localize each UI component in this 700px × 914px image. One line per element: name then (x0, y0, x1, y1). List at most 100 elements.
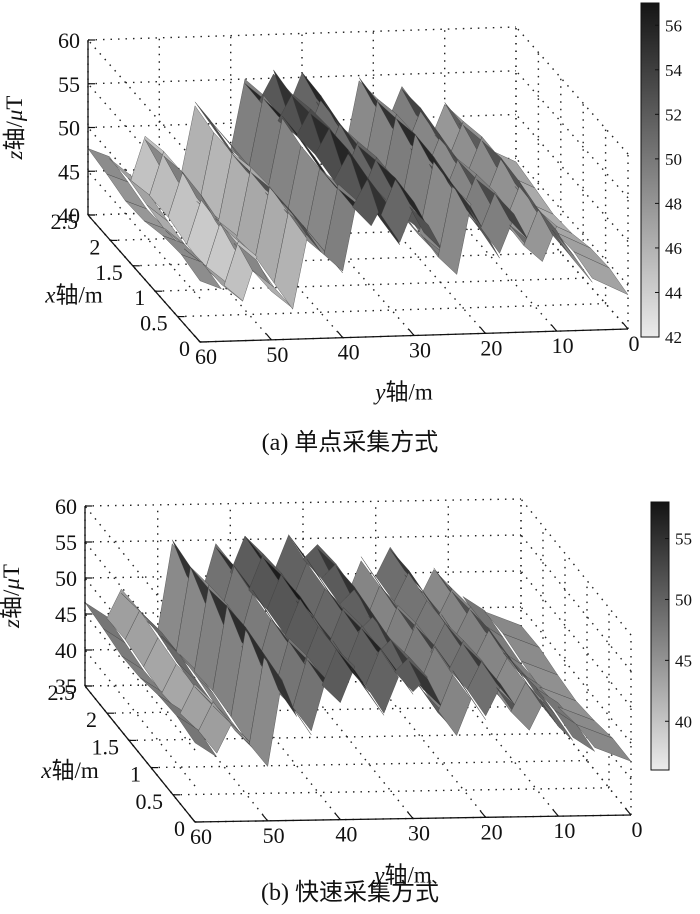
surface-patch (409, 206, 443, 251)
z-axis-unit: T (0, 564, 24, 578)
y-tick-label: 50 (266, 342, 288, 367)
surface-patch (176, 715, 218, 758)
y-tick-label: 30 (409, 338, 431, 363)
grid-line (87, 26, 517, 41)
surface-patch (575, 723, 632, 762)
colorbar: 42 44 46 48 50 52 54 56 (640, 2, 683, 347)
axes: 60 50 40 30 20 10 000.511.522.54045505560x轴/my… (2, 28, 640, 405)
y-tick-mark (407, 812, 414, 819)
surface (87, 69, 629, 310)
z-axis-unit: T (2, 96, 27, 110)
y-axis-unit: 轴/m (385, 380, 432, 405)
y-axis-label: y轴/m (373, 380, 433, 405)
x-tick-label: 0.5 (140, 311, 168, 336)
z-axis-greek: μ (0, 578, 24, 591)
y-tick-mark (622, 322, 629, 330)
grid-line (128, 732, 566, 742)
x-tick-label: 2 (86, 707, 97, 732)
surface-patch (198, 701, 232, 754)
panel-caption: (a) 单点采集方式 (262, 429, 439, 456)
panel-caption: (b) 快速采集方式 (261, 879, 439, 906)
y-tick-label: 40 (335, 822, 357, 847)
y-tick-mark (194, 335, 201, 343)
colorbar-tick-label: 56 (665, 16, 682, 35)
z-tick-label: 40 (55, 638, 77, 663)
z-tick-label: 40 (58, 203, 80, 228)
surface-patch (452, 670, 486, 720)
x-axis-line (87, 214, 201, 343)
y-tick-mark (551, 324, 558, 332)
y-tick-mark (334, 813, 341, 821)
y-tick-mark (262, 814, 269, 822)
z-axis-mid: 轴/ (2, 121, 27, 151)
colorbar-tick-label: 42 (665, 328, 682, 347)
colorbar-tick-label: 46 (665, 239, 682, 258)
x-axis-var: x (40, 758, 52, 783)
z-axis-mid: 轴/ (0, 589, 24, 619)
colorbar-tick-label: 55 (675, 530, 692, 549)
colorbar-tick-label: 44 (665, 283, 683, 302)
y-axis-label: y轴/m (372, 863, 432, 888)
surface-patch (323, 183, 358, 272)
colorbar-bar (640, 2, 660, 338)
y-tick-label: 60 (195, 344, 217, 369)
z-axis-var: z (0, 619, 24, 629)
x-tick-label: 1 (130, 762, 141, 787)
y-tick-mark (625, 808, 632, 816)
surface-patch (238, 244, 272, 287)
surface-patch (572, 250, 629, 296)
x-tick-label: 2.5 (51, 209, 79, 234)
grid-line (520, 498, 632, 636)
x-axis-unit: 轴/m (51, 758, 98, 783)
y-tick-mark (480, 810, 487, 818)
x-tick-label: 2.5 (48, 680, 76, 705)
surface-patch (466, 204, 500, 259)
grid-line (84, 498, 522, 507)
y-axis-var: y (373, 380, 386, 405)
colorbar-bar (650, 501, 670, 771)
z-tick-label: 35 (55, 674, 77, 699)
colorbar-tick-label: 40 (675, 712, 692, 731)
x-tick-label: 0 (179, 336, 190, 361)
colorbar-tick-label: 52 (665, 105, 682, 124)
z-axis-label: z轴/μT (2, 96, 27, 161)
z-tick-label: 55 (55, 530, 77, 555)
x-tick-label: 1 (134, 285, 145, 310)
y-tick-label: 20 (480, 335, 502, 360)
y-tick-label: 0 (632, 817, 643, 842)
surface-patch (539, 699, 574, 741)
x-tick-label: 1.5 (95, 260, 123, 285)
y-tick-mark (265, 333, 272, 341)
surface-patch (365, 648, 399, 714)
grid-line (150, 759, 588, 769)
y-tick-mark (408, 329, 415, 336)
surface-patch (350, 667, 385, 716)
y-tick-label: 60 (190, 824, 212, 849)
colorbar-tick-label: 45 (675, 651, 692, 670)
x-axis-label: x轴/m (40, 758, 99, 783)
y-axis-var: y (372, 863, 385, 888)
x-tick-label: 0.5 (136, 789, 164, 814)
surface-patch (273, 211, 308, 310)
surface-patch (438, 674, 472, 737)
surface-patch (554, 709, 595, 752)
surface-patch (481, 661, 515, 706)
surface-patch (180, 253, 223, 290)
colorbar: 40 45 50 55 (650, 501, 692, 771)
axes: 60 50 40 30 20 10 000.511.522.5354045505560x轴/… (0, 494, 643, 888)
x-axis-label: x轴/m (44, 283, 103, 308)
grid-line (106, 705, 544, 714)
z-tick-label: 50 (55, 566, 77, 591)
z-tick-label: 55 (58, 72, 80, 97)
y-tick-label: 50 (263, 823, 285, 848)
y-tick-mark (552, 809, 559, 817)
y-tick-mark (189, 815, 196, 823)
panel-b: 60 50 40 30 20 10 000.511.522.5354045505560x轴/… (0, 494, 692, 906)
y-tick-label: 30 (408, 821, 430, 846)
z-tick-label: 60 (55, 494, 77, 519)
y-axis-unit: 轴/m (384, 863, 431, 888)
x-tick-label: 0 (174, 816, 185, 841)
colorbar-tick-label: 48 (665, 194, 682, 213)
grid-line (172, 787, 610, 796)
